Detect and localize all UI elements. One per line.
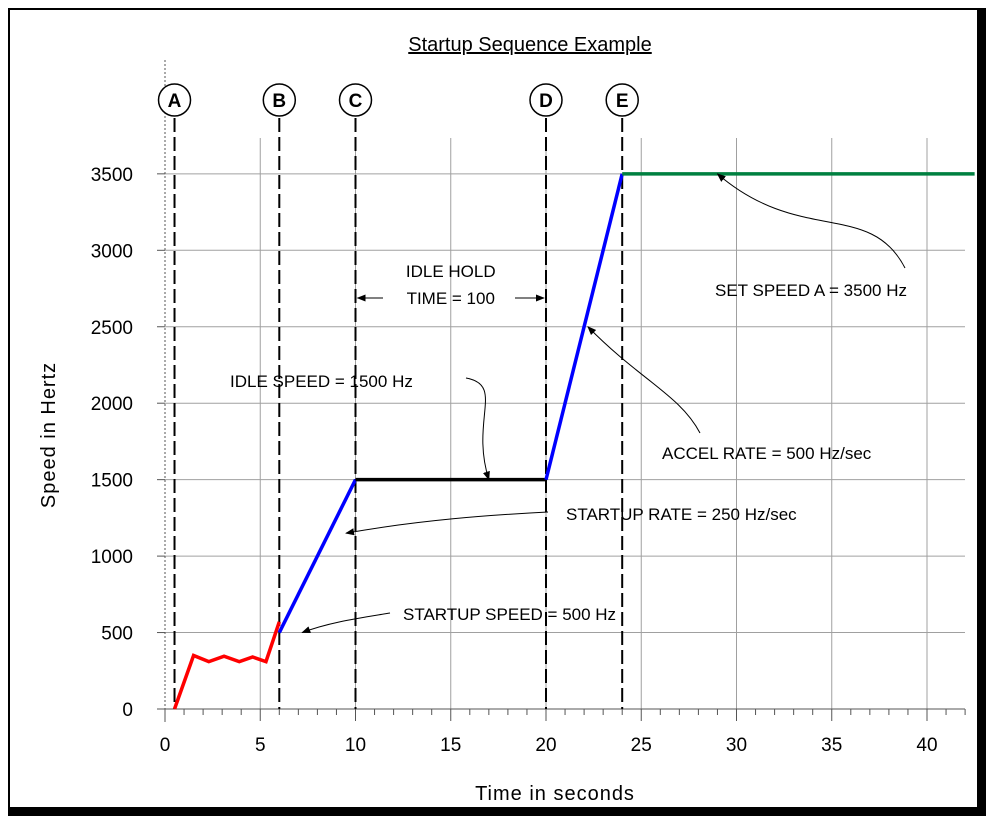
leader-idle-speed [465, 377, 490, 481]
chart-frame [8, 8, 986, 816]
x-tick-label: 15 [440, 735, 461, 756]
leader-startup-speed [301, 612, 391, 634]
event-markers: A B C D E [157, 83, 639, 709]
series-line-4 [544, 173, 624, 481]
x-tick-label: 0 [160, 735, 171, 756]
leader-accel-rate [587, 326, 701, 434]
x-axis-label: Time in seconds [475, 783, 635, 805]
marker-circle-b [262, 83, 297, 117]
x-tick-label: 40 [916, 735, 937, 756]
idle-hold-line1: IDLE HOLD [406, 262, 496, 281]
y-tick-label: 2000 [91, 394, 133, 415]
marker-label-b: B [272, 91, 286, 112]
x-tick-label: 10 [345, 735, 366, 756]
leader-startup-rate [345, 511, 549, 536]
y-tick-label: 1000 [91, 547, 133, 568]
x-tick-label: 5 [255, 735, 266, 756]
annotation-idle-speed: IDLE SPEED = 1500 Hz [230, 372, 413, 391]
marker-circle-d [529, 83, 563, 117]
marker-label-d: D [539, 91, 553, 112]
annotation-startup-speed: STARTUP SPEED = 500 Hz [403, 605, 616, 624]
marker-label-a: A [168, 91, 182, 112]
marker-label-c: C [349, 91, 363, 112]
y-tick-label: 2500 [91, 318, 133, 339]
x-tick-label: 25 [631, 735, 652, 756]
annotation-accel-rate: ACCEL RATE = 500 Hz/sec [662, 444, 872, 463]
x-tick-label: 20 [535, 735, 556, 756]
series-line-2 [277, 478, 358, 634]
marker-circle-e [605, 83, 639, 117]
annotation-startup-rate: STARTUP RATE = 250 Hz/sec [566, 505, 797, 524]
annotations: SET SPEED A = 3500 Hz ACCEL RATE = 500 Hz… [230, 173, 907, 634]
axes: 0 500 1000 1500 2000 2500 3000 3500 0 5 10 15 20 25 30… [91, 60, 966, 756]
marker-circle-a [157, 83, 192, 117]
y-tick-label: 0 [122, 700, 133, 721]
marker-label-e: E [616, 91, 629, 112]
y-tick-label: 3000 [91, 241, 133, 262]
marker-circle-c [338, 83, 373, 117]
y-tick-label: 1500 [91, 471, 133, 492]
y-axis-label: Speed in Hertz [38, 362, 60, 508]
idle-hold-line2: TIME = 100 [407, 289, 495, 308]
chart-title: Startup Sequence Example [408, 34, 652, 56]
x-tick-label: 35 [821, 735, 842, 756]
leader-set-speed [716, 173, 906, 269]
series-lines [172, 172, 975, 710]
y-tick-label: 3500 [91, 165, 133, 186]
x-tick-label: 30 [726, 735, 747, 756]
annotation-set-speed: SET SPEED A = 3500 Hz [715, 281, 907, 300]
series-line-1 [172, 621, 281, 710]
y-tick-label: 500 [101, 624, 133, 645]
